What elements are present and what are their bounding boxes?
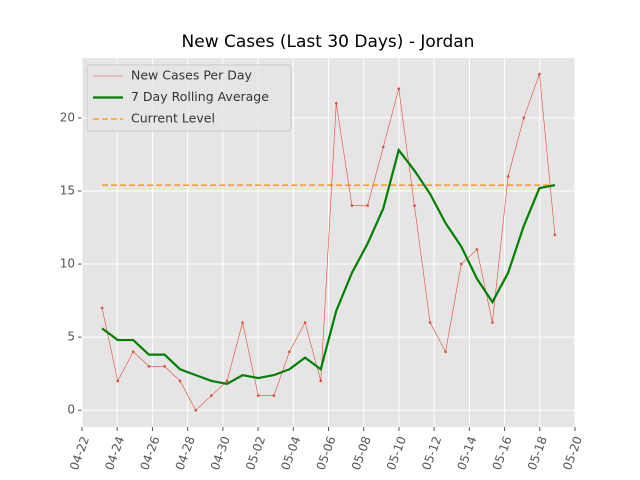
y-tick-label: 0: [67, 403, 75, 417]
point: [131, 350, 135, 354]
y-tick-label: 15: [60, 183, 75, 197]
point: [147, 365, 151, 368]
point: [241, 321, 244, 324]
point: [366, 204, 369, 207]
legend-label: Current Level: [131, 111, 215, 126]
x-tick-label: 05-04: [278, 434, 303, 472]
point: [459, 262, 463, 266]
x-tick-label: 04-30: [208, 434, 233, 472]
point: [444, 350, 447, 354]
point: [210, 394, 213, 397]
x-tick-label: 05-08: [349, 434, 374, 472]
legend: [86, 64, 292, 132]
x-tick-label: 04-24: [102, 434, 127, 472]
point: [272, 394, 276, 397]
x-tick-label: 04-28: [173, 434, 198, 472]
point: [428, 321, 432, 324]
point: [178, 379, 182, 383]
x-tick-label: 05-12: [419, 434, 444, 472]
x-tick-label: 05-18: [525, 434, 550, 472]
x-tick-label: 05-02: [243, 434, 268, 472]
point: [303, 321, 307, 324]
point: [475, 248, 479, 251]
x-tick-label: 05-14: [454, 434, 479, 472]
legend-label: 7 Day Rolling Average: [131, 89, 269, 104]
x-tick-label: 04-22: [67, 434, 92, 472]
point: [491, 321, 494, 324]
legend-label: New Cases Per Day: [131, 68, 252, 83]
point: [225, 379, 229, 383]
point: [381, 145, 385, 149]
point: [194, 408, 198, 412]
point: [397, 87, 401, 90]
chart-title: New Cases (Last 30 Days) - Jordan: [182, 32, 475, 52]
point: [116, 379, 120, 383]
y-tick-label: 5: [67, 330, 75, 344]
x-tick-label: 05-20: [560, 434, 585, 472]
x-tick-label: 05-06: [314, 434, 339, 472]
point: [100, 306, 104, 310]
point: [350, 204, 354, 207]
point: [163, 365, 166, 368]
point: [288, 350, 291, 354]
x-tick-label: 04-26: [137, 434, 162, 472]
series-line: [101, 147, 556, 386]
y-tick-label: 10: [60, 257, 75, 271]
point: [413, 204, 416, 207]
y-tick-label: 20: [60, 110, 75, 124]
point: [256, 394, 260, 397]
point: [506, 175, 510, 178]
point: [522, 116, 526, 120]
point: [553, 233, 557, 237]
x-tick-label: 05-16: [490, 434, 515, 472]
series-line: [101, 73, 556, 411]
point: [334, 102, 338, 105]
x-tick-label: 05-10: [384, 434, 409, 472]
point: [319, 379, 323, 383]
point: [538, 72, 541, 76]
